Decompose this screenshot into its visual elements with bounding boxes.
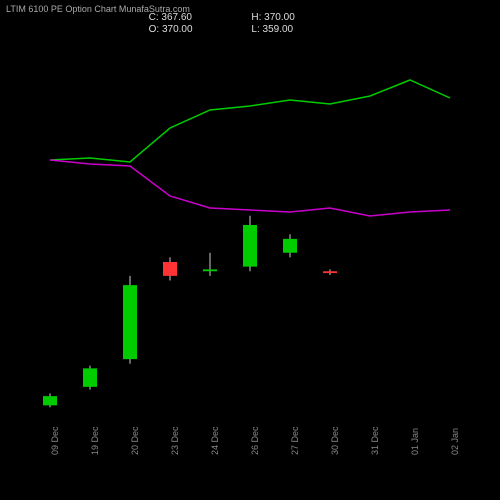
x-axis-label: 20 Dec (130, 426, 140, 455)
candle-body (283, 239, 297, 253)
candle-body (203, 269, 217, 271)
ohlc-readout: C: 367.60 H: 370.00 O: 370.00 L: 359.00 (0, 12, 500, 36)
candle-body (323, 271, 337, 273)
high-label: H: 370.00 (251, 12, 351, 24)
candle-body (123, 285, 137, 359)
x-axis-label: 01 Jan (410, 428, 420, 455)
open-label: O: 370.00 (149, 24, 249, 36)
x-axis: 09 Dec 19 Dec 20 Dec 23 Dec 24 Dec 26 Dec 27 D… (30, 415, 470, 495)
x-axis-label: 09 Dec (50, 426, 60, 455)
x-axis-label: 19 Dec (90, 426, 100, 455)
candle-body (163, 262, 177, 276)
x-axis-label: 24 Dec (210, 426, 220, 455)
x-axis-label: 02 Jan (450, 428, 460, 455)
close-label: C: 367.60 (149, 12, 249, 24)
x-axis-label: 30 Dec (330, 426, 340, 455)
low-label: L: 359.00 (251, 24, 351, 36)
series-line (50, 80, 450, 162)
candle-body (83, 368, 97, 387)
candle-body (43, 396, 57, 405)
x-axis-label: 26 Dec (250, 426, 260, 455)
x-axis-label: 23 Dec (170, 426, 180, 455)
candle-body (243, 225, 257, 267)
x-axis-label: 27 Dec (290, 426, 300, 455)
chart-area (30, 40, 470, 410)
chart-svg (30, 40, 470, 410)
x-axis-label: 31 Dec (370, 426, 380, 455)
series-line (50, 160, 450, 216)
